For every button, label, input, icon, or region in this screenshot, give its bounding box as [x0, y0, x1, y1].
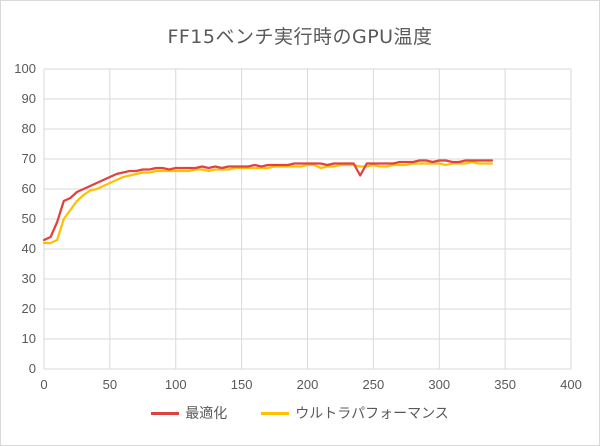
x-tick-label: 150	[231, 377, 253, 392]
x-tick-label: 0	[40, 377, 47, 392]
series-line-1	[42, 160, 494, 245]
x-tick-label: 100	[165, 377, 187, 392]
legend-label-1: ウルトラパフォーマンス	[295, 406, 449, 422]
y-tick-label: 40	[22, 241, 36, 256]
x-tick-label: 300	[428, 377, 450, 392]
series-line-0	[42, 159, 494, 242]
legend-item-1: ウルトラパフォーマンス	[261, 403, 449, 423]
series-lines	[42, 159, 494, 245]
legend: 最適化 ウルトラパフォーマンス	[0, 403, 600, 423]
y-tick-labels: 0 10 20 30 40 50 60 70 80 90 100	[14, 61, 36, 376]
chart-title: FF15ベンチ実行時のGPU温度	[167, 26, 433, 48]
x-tick-label: 250	[363, 377, 385, 392]
y-tick-label: 60	[22, 181, 36, 196]
y-tick-label: 10	[22, 331, 36, 346]
x-tick-labels: 0 50 100 150 200 250 300 350 400	[40, 377, 581, 392]
y-tick-label: 70	[22, 151, 36, 166]
y-tick-label: 100	[14, 61, 36, 76]
y-tick-label: 30	[22, 271, 36, 286]
y-tick-label: 0	[29, 361, 36, 376]
legend-item-0: 最適化	[151, 403, 227, 423]
grid-lines	[43, 68, 572, 370]
x-tick-label: 400	[560, 377, 582, 392]
legend-label-0: 最適化	[185, 406, 228, 422]
y-tick-label: 20	[22, 301, 36, 316]
y-tick-label: 80	[22, 121, 36, 136]
y-tick-label: 50	[22, 211, 36, 226]
x-tick-label: 50	[103, 377, 117, 392]
x-tick-label: 200	[297, 377, 319, 392]
legend-swatch-0	[151, 411, 180, 415]
legend-swatch-1	[261, 411, 290, 415]
x-tick-label: 350	[494, 377, 516, 392]
y-tick-label: 90	[22, 91, 36, 106]
